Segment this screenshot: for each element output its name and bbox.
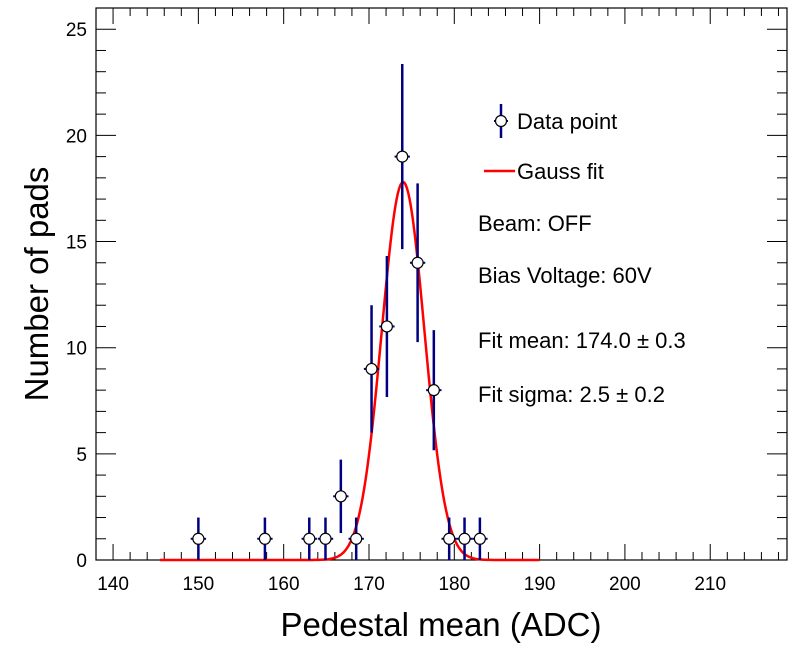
data-point	[317, 517, 334, 560]
data-point-marker	[350, 532, 363, 545]
legend-label-data-point: Data point	[517, 109, 617, 134]
x-tick-label: 160	[268, 574, 300, 595]
y-tick-label: 10	[66, 339, 87, 360]
x-tick-label: 210	[694, 574, 726, 595]
data-point	[257, 517, 273, 560]
x-tick-label: 150	[183, 574, 215, 595]
data-point	[333, 459, 349, 534]
data-point	[472, 517, 488, 560]
data-point-marker	[380, 320, 394, 333]
axis-tick-labels: 140 150 160 170 180 190 200 210 0 5 10 15 20 25	[66, 20, 726, 595]
data-point-marker	[411, 256, 424, 269]
data-point	[190, 517, 207, 560]
annotation-bias-voltage: Bias Voltage: 60V	[478, 263, 652, 288]
annotation-beam: Beam: OFF	[478, 211, 592, 236]
y-tick-label: 0	[76, 551, 87, 572]
data-point-marker	[192, 532, 205, 545]
data-point	[379, 255, 395, 397]
legend-marker-data-point	[494, 104, 508, 138]
axis-ticks	[96, 7, 787, 561]
y-tick-label: 5	[76, 445, 87, 466]
x-tick-label: 180	[438, 574, 470, 595]
data-point-marker	[258, 532, 272, 545]
data-point-marker	[473, 532, 486, 545]
legend: Data point Gauss fit	[484, 104, 617, 184]
data-point	[348, 517, 364, 560]
data-point-marker	[319, 532, 332, 545]
data-point-marker	[334, 490, 347, 503]
data-points-layer	[190, 64, 488, 560]
data-point-marker	[458, 532, 471, 545]
data-point	[394, 64, 410, 250]
x-tick-label: 140	[97, 574, 129, 595]
y-tick-label: 25	[66, 20, 87, 41]
data-point-marker	[427, 384, 440, 397]
annotation-fit-mean: Fit mean: 174.0 ± 0.3	[478, 328, 686, 353]
gauss-fit-curve	[159, 180, 540, 562]
y-axis-title: Number of pads	[18, 167, 55, 402]
data-point-marker	[365, 362, 378, 376]
legend-label-gauss-fit: Gauss fit	[517, 159, 604, 184]
y-tick-label: 20	[66, 126, 87, 147]
x-tick-label: 200	[609, 574, 641, 595]
data-point	[363, 305, 380, 433]
data-point	[441, 517, 457, 560]
y-tick-label: 15	[66, 233, 87, 254]
data-point-marker	[303, 532, 316, 545]
annotation-fit-sigma: Fit sigma: 2.5 ± 0.2	[478, 382, 665, 407]
data-point	[301, 517, 317, 560]
x-tick-label: 190	[524, 574, 556, 595]
data-point	[409, 183, 426, 343]
x-axis-title: Pedestal mean (ADC)	[281, 606, 602, 643]
data-point	[456, 517, 473, 560]
data-point	[426, 330, 442, 451]
data-point-marker	[443, 532, 456, 545]
fit-layer	[159, 180, 540, 562]
data-point-marker	[396, 150, 409, 163]
x-tick-label: 170	[353, 574, 385, 595]
